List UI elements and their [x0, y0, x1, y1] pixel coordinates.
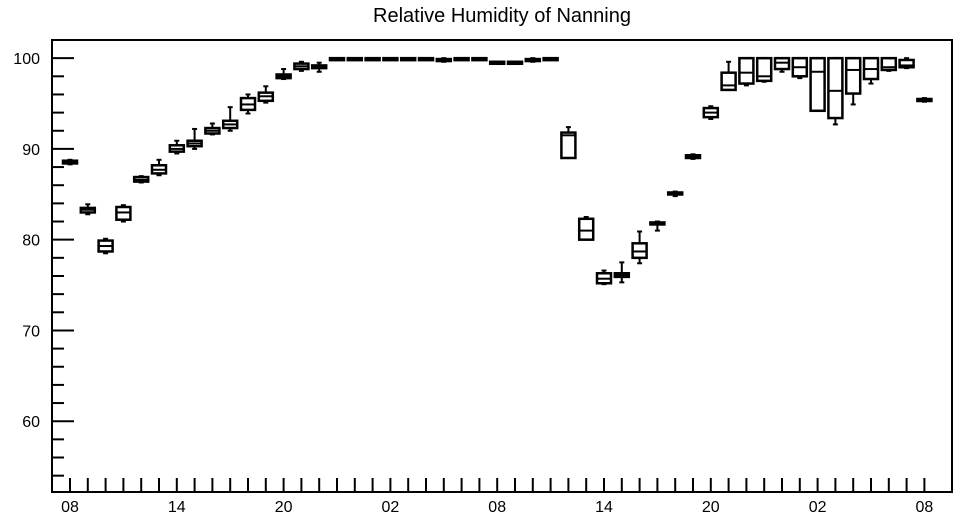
box-hour-8 [204, 122, 221, 136]
box-hour-2 [97, 237, 114, 255]
box-hour-18 [382, 56, 399, 62]
box-hour-16 [346, 56, 364, 62]
y-axis: 60 70 80 90 100 [13, 51, 74, 477]
box-hour-12 [275, 68, 292, 81]
x-axis: 08 14 20 02 08 14 20 02 08 [61, 478, 933, 516]
box-hour-9 [221, 106, 239, 132]
box-hour-30 [595, 269, 613, 286]
box-body [809, 56, 826, 113]
box-hour-41 [791, 56, 809, 80]
box-hour-17 [364, 56, 381, 62]
x-tick-label: 02 [809, 499, 827, 516]
x-tick-label: 14 [168, 499, 186, 516]
box-hour-28 [560, 126, 577, 160]
box-hour-37 [720, 60, 737, 92]
box-hour-24 [488, 60, 506, 66]
box-hour-11 [257, 85, 275, 104]
box-hour-38 [738, 56, 755, 87]
y-tick-label: 90 [22, 142, 40, 159]
x-tick-label: 08 [61, 499, 79, 516]
box-hour-34 [666, 190, 684, 198]
box-hour-25 [506, 60, 524, 66]
boxes-layer [61, 56, 933, 286]
box-hour-23 [471, 56, 488, 62]
box-hour-42 [809, 56, 826, 113]
box-hour-13 [293, 60, 310, 72]
y-tick-label: 100 [13, 51, 40, 68]
box-hour-5 [150, 158, 168, 177]
box-hour-22 [453, 56, 470, 62]
box-hour-4 [132, 175, 150, 184]
box-hour-19 [399, 56, 417, 62]
chart-title: Relative Humidity of Nanning [373, 5, 631, 27]
box-hour-45 [862, 56, 880, 85]
box-hour-33 [649, 220, 666, 232]
box-hour-14 [310, 61, 328, 73]
box-hour-44 [844, 56, 862, 106]
box-hour-27 [542, 56, 559, 62]
plot-frame [51, 39, 953, 493]
box-hour-3 [115, 204, 132, 223]
box-body [755, 56, 773, 83]
box-hour-32 [631, 230, 648, 265]
x-tick-label: 02 [382, 499, 400, 516]
box-body [844, 56, 862, 95]
box-hour-20 [417, 56, 435, 62]
x-tick-label: 08 [488, 499, 506, 516]
y-tick-label: 60 [22, 414, 40, 431]
box-hour-21 [435, 57, 453, 63]
box-hour-43 [827, 56, 844, 126]
y-tick-label: 80 [22, 233, 40, 250]
box-hour-46 [880, 56, 898, 72]
box-hour-29 [577, 215, 595, 241]
box-hour-31 [613, 261, 631, 284]
box-hour-6 [168, 139, 186, 155]
box-hour-7 [186, 127, 203, 150]
box-hour-26 [524, 57, 542, 63]
box-hour-1 [79, 203, 97, 216]
box-hour-48 [916, 97, 933, 103]
x-tick-label: 08 [916, 499, 934, 516]
x-tick-label: 14 [595, 499, 613, 516]
x-tick-label: 20 [275, 499, 293, 516]
box-hour-15 [328, 56, 346, 62]
x-tick-label: 20 [702, 499, 720, 516]
box-hour-39 [755, 56, 773, 83]
box-hour-36 [702, 105, 720, 120]
box-body [827, 56, 844, 120]
box-hour-47 [898, 57, 915, 70]
box-body [560, 131, 577, 160]
box-body [738, 56, 755, 85]
box-hour-10 [239, 93, 257, 115]
box-body [577, 217, 595, 241]
box-hour-0 [61, 158, 79, 166]
box-hour-40 [773, 56, 791, 73]
box-hour-35 [684, 153, 702, 160]
box-body [720, 71, 737, 92]
y-tick-label: 70 [22, 323, 40, 340]
